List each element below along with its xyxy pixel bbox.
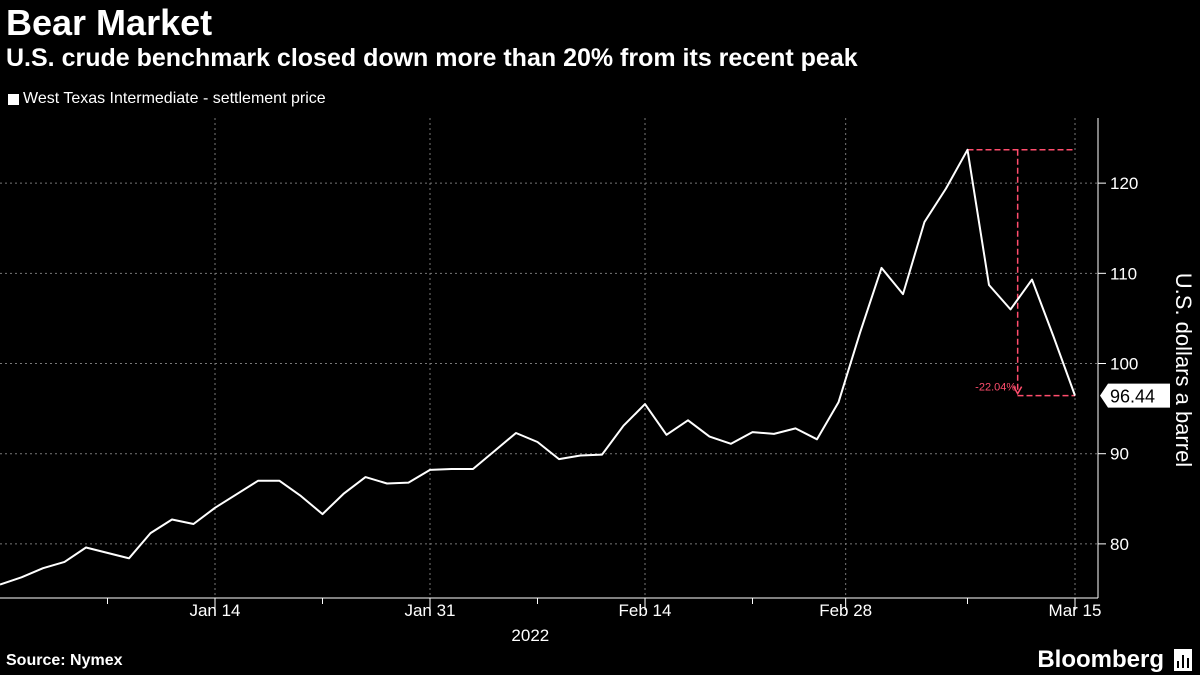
y-axis-label: U.S. dollars a barrel [1171, 273, 1196, 467]
chart-subtitle: U.S. crude benchmark closed down more th… [6, 44, 858, 72]
series-layer [0, 148, 1076, 586]
y-tick-label: 80 [1110, 535, 1129, 554]
last-value-tag [1100, 383, 1170, 408]
chart-title: Bear Market [6, 2, 213, 43]
y-tick-label: 90 [1110, 445, 1129, 464]
x-tick-label: Jan 31 [404, 601, 455, 620]
axis-labels: 80 90 100 110 120 Jan 14 Jan 31 Feb 14 Feb 28 Mar… [189, 174, 1196, 645]
y-tick-label: 100 [1110, 355, 1138, 374]
x-tick-label: Feb 28 [819, 601, 872, 620]
legend-label: West Texas Intermediate - settlement pri… [23, 90, 326, 107]
axes [0, 118, 1106, 610]
grid-lines [0, 118, 1098, 598]
x-tick-label: Mar 15 [1049, 601, 1102, 620]
drawdown-label: -22.04% [975, 382, 1016, 394]
last-value-label: 96.44 [1110, 387, 1155, 407]
x-tick-label: Jan 14 [189, 601, 240, 620]
drawdown-annotation: -22.04% [967, 149, 1075, 397]
brand-name: Bloomberg [1037, 646, 1164, 673]
x-tick-label: Feb 14 [619, 601, 672, 620]
bloomberg-chart-icon [1174, 649, 1192, 671]
legend: West Texas Intermediate - settlement pri… [8, 90, 326, 108]
y-tick-label: 120 [1110, 174, 1138, 193]
source-note: Source: Nymex [6, 652, 123, 669]
brand-logo: Bloomberg [1037, 646, 1192, 674]
y-tick-label: 110 [1110, 264, 1137, 283]
arrow-head-icon [1013, 386, 1023, 396]
wti-price-line [0, 148, 1076, 586]
x-axis-label: 2022 [511, 626, 549, 645]
legend-swatch-icon [8, 93, 19, 105]
